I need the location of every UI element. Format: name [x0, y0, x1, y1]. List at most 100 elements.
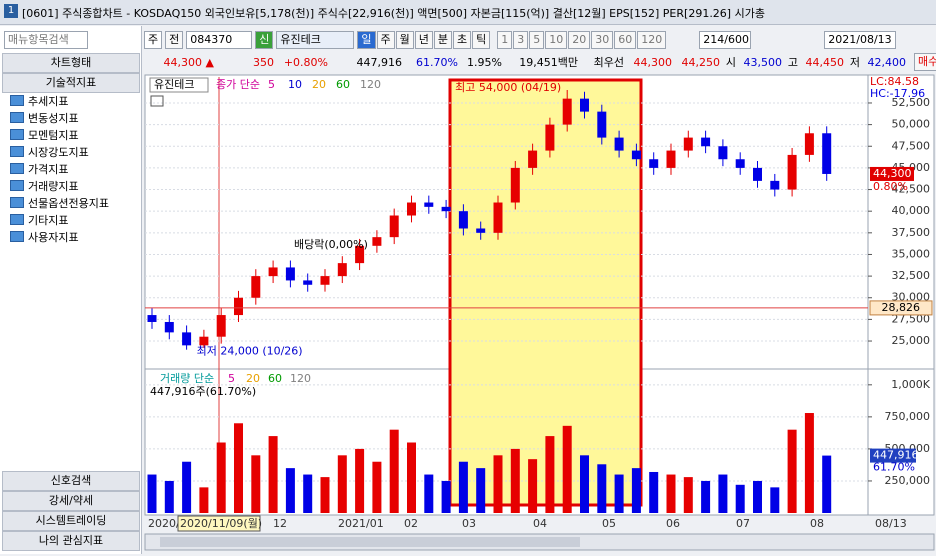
- amount: 19,451백만: [519, 56, 578, 69]
- candle-body: [597, 111, 607, 138]
- sidebar-tab[interactable]: 차트형태: [2, 53, 140, 73]
- interval-button[interactable]: 1: [497, 31, 513, 49]
- volume-bar: [251, 455, 261, 513]
- indicator-group[interactable]: 변동성지표: [10, 111, 79, 127]
- interval-button[interactable]: 3: [513, 31, 529, 49]
- candle-body: [510, 167, 520, 203]
- ma-period: 5: [268, 78, 275, 91]
- x-tick-label: 08/13: [875, 517, 907, 530]
- candle-body: [528, 150, 538, 168]
- candle-body: [614, 137, 624, 151]
- y-tick-label: 250,000: [885, 474, 931, 487]
- low: 42,400: [867, 55, 907, 69]
- period-button[interactable]: 분: [433, 31, 452, 49]
- indicator-group[interactable]: 가격지표: [10, 162, 68, 178]
- volume-bar: [631, 468, 641, 513]
- candle-body: [147, 315, 157, 322]
- sidebar-button[interactable]: 시스템트레이딩: [2, 511, 140, 531]
- rate: +0.80%: [283, 55, 328, 69]
- indicator-group[interactable]: 선물옵션전용지표: [10, 196, 109, 212]
- volume-bar: [683, 477, 693, 513]
- volume-bar: [666, 474, 676, 513]
- candle-body: [753, 167, 762, 181]
- period-button[interactable]: 초: [453, 31, 472, 49]
- y-tick-label: 40,000: [892, 204, 931, 217]
- ma-period: 10: [288, 78, 302, 91]
- indicator-group[interactable]: 모멘텀지표: [10, 128, 79, 144]
- interval-button[interactable]: 120: [637, 31, 667, 49]
- volume-bar: [458, 461, 468, 513]
- volume-bar: [735, 484, 745, 513]
- interval-button[interactable]: 60: [614, 31, 637, 49]
- volume-bar: [424, 474, 434, 513]
- candle-body: [545, 124, 555, 151]
- interval-button[interactable]: 30: [591, 31, 614, 49]
- new-button[interactable]: 신: [255, 31, 274, 49]
- stock-name-field[interactable]: 유진테크: [276, 31, 355, 49]
- candle-body: [182, 332, 192, 346]
- indicator-group[interactable]: 추세지표: [10, 94, 68, 110]
- candle-body: [718, 146, 728, 160]
- indicator-group[interactable]: 시장강도지표: [10, 145, 89, 161]
- sidebar-button[interactable]: 나의 관심지표: [2, 531, 140, 551]
- last-volume-label: 447,916: [873, 449, 919, 462]
- volume-bar: [268, 436, 278, 513]
- period-button[interactable]: 월: [395, 31, 414, 49]
- indicator-group[interactable]: 사용자지표: [10, 230, 79, 246]
- volume-bar: [597, 464, 607, 513]
- legend-box: [149, 77, 209, 93]
- volume-bar: [718, 474, 728, 513]
- period-button[interactable]: 주: [376, 31, 395, 49]
- volume-bar: [562, 425, 572, 513]
- volume: 447,916: [356, 55, 403, 69]
- sidebar-button[interactable]: 강세/약세: [2, 491, 140, 511]
- volume-bar: [649, 471, 659, 513]
- bid: 44,250: [681, 55, 721, 69]
- lc-label: LC:84.58: [870, 75, 919, 88]
- x-tick-label: 07: [736, 517, 750, 530]
- volume-bar: [199, 487, 209, 513]
- legend-label: 종가 단순: [216, 78, 260, 91]
- volume-bar: [528, 459, 538, 513]
- volume-bar: [804, 413, 814, 513]
- grid-icon: [150, 95, 164, 107]
- interval-button[interactable]: 20: [568, 31, 591, 49]
- indicator-group[interactable]: 거래량지표: [10, 179, 79, 195]
- candle-body: [649, 159, 659, 168]
- count-field[interactable]: 214/600: [699, 31, 752, 49]
- candle-body: [770, 180, 780, 190]
- volume-legend: 거래량 단순: [160, 372, 214, 385]
- mode[interactable]: 주: [144, 31, 163, 49]
- volume-bar: [580, 455, 589, 513]
- scroll-thumb[interactable]: [160, 537, 580, 547]
- volume-bar: [303, 474, 313, 513]
- interval-button[interactable]: 5: [529, 31, 545, 49]
- y-tick-label: 750,000: [885, 410, 931, 423]
- candle-body: [199, 336, 209, 346]
- menu-search[interactable]: 매뉴항목검색: [4, 31, 88, 49]
- date-field[interactable]: 2021/08/13: [824, 31, 896, 49]
- period-button[interactable]: 틱: [472, 31, 491, 49]
- y-tick-label: 1,000K: [891, 378, 930, 391]
- reference-label: 28,826: [882, 301, 921, 314]
- y-tick-label: 42,500: [892, 183, 931, 196]
- x-tick-label: 2021/01: [338, 517, 384, 530]
- indicator-group[interactable]: 기타지표: [10, 213, 68, 229]
- sidebar-tab[interactable]: 기술적지표: [2, 73, 140, 93]
- buy-button[interactable]: 매수: [914, 53, 936, 71]
- code-input[interactable]: 084370: [186, 31, 253, 49]
- sidebar-button[interactable]: 신호검색: [2, 471, 140, 491]
- low-label: 저: [849, 56, 860, 69]
- period-button[interactable]: 년: [414, 31, 433, 49]
- candle-body: [320, 276, 330, 285]
- volume-ma-period: 120: [290, 372, 311, 385]
- y-tick-label: 47,500: [892, 139, 931, 152]
- volume-bar: [355, 448, 365, 513]
- candle-body: [735, 159, 745, 168]
- window-title: [0601] 주식종합차트 - KOSDAQ150 외국인보유[5,178(천)…: [22, 7, 765, 20]
- interval-button[interactable]: 10: [545, 31, 568, 49]
- last-rate: 0.80%: [873, 180, 908, 193]
- period-button[interactable]: 일: [357, 31, 376, 49]
- prev-button[interactable]: 전: [165, 31, 184, 49]
